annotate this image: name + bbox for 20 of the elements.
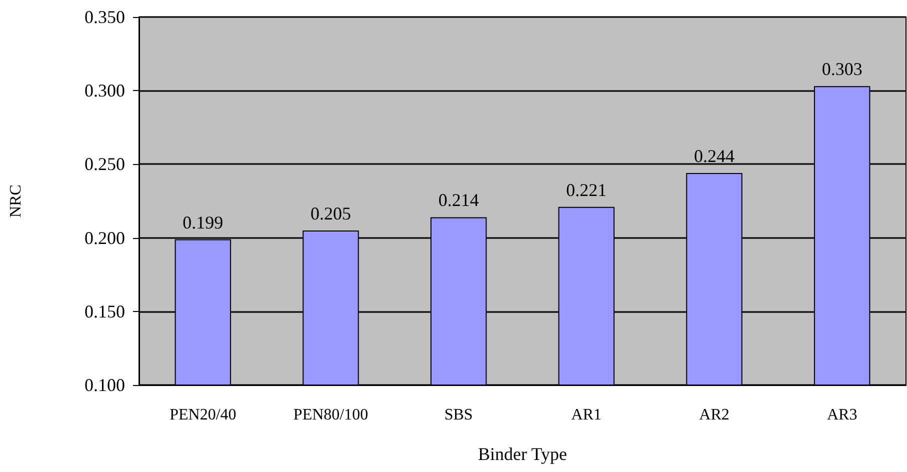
data-label: 0.214	[438, 190, 479, 210]
y-tick-label: 0.150	[84, 301, 125, 322]
data-label: 0.303	[822, 59, 862, 80]
x-tick-label: PEN80/100	[293, 406, 368, 424]
x-tick-label: AR2	[699, 406, 730, 424]
y-axis-title: NRC	[8, 184, 24, 218]
data-label: 0.244	[694, 146, 734, 166]
x-tick-label: SBS	[444, 406, 473, 424]
x-tick-label: AR1	[571, 406, 602, 424]
data-label: 0.199	[182, 212, 224, 232]
x-tick-label: PEN20/40	[170, 406, 236, 424]
x-axis-title: Binder Type	[478, 444, 567, 464]
data-label: 0.205	[310, 203, 351, 224]
y-tick-label: 0.250	[84, 154, 125, 174]
x-tick-label: AR3	[826, 406, 858, 424]
y-tick-label: 0.300	[84, 80, 125, 101]
data-label: 0.221	[566, 180, 607, 200]
y-tick-label: 0.100	[84, 375, 125, 395]
y-tick-label: 0.350	[84, 7, 125, 27]
y-tick-label: 0.200	[84, 228, 125, 248]
